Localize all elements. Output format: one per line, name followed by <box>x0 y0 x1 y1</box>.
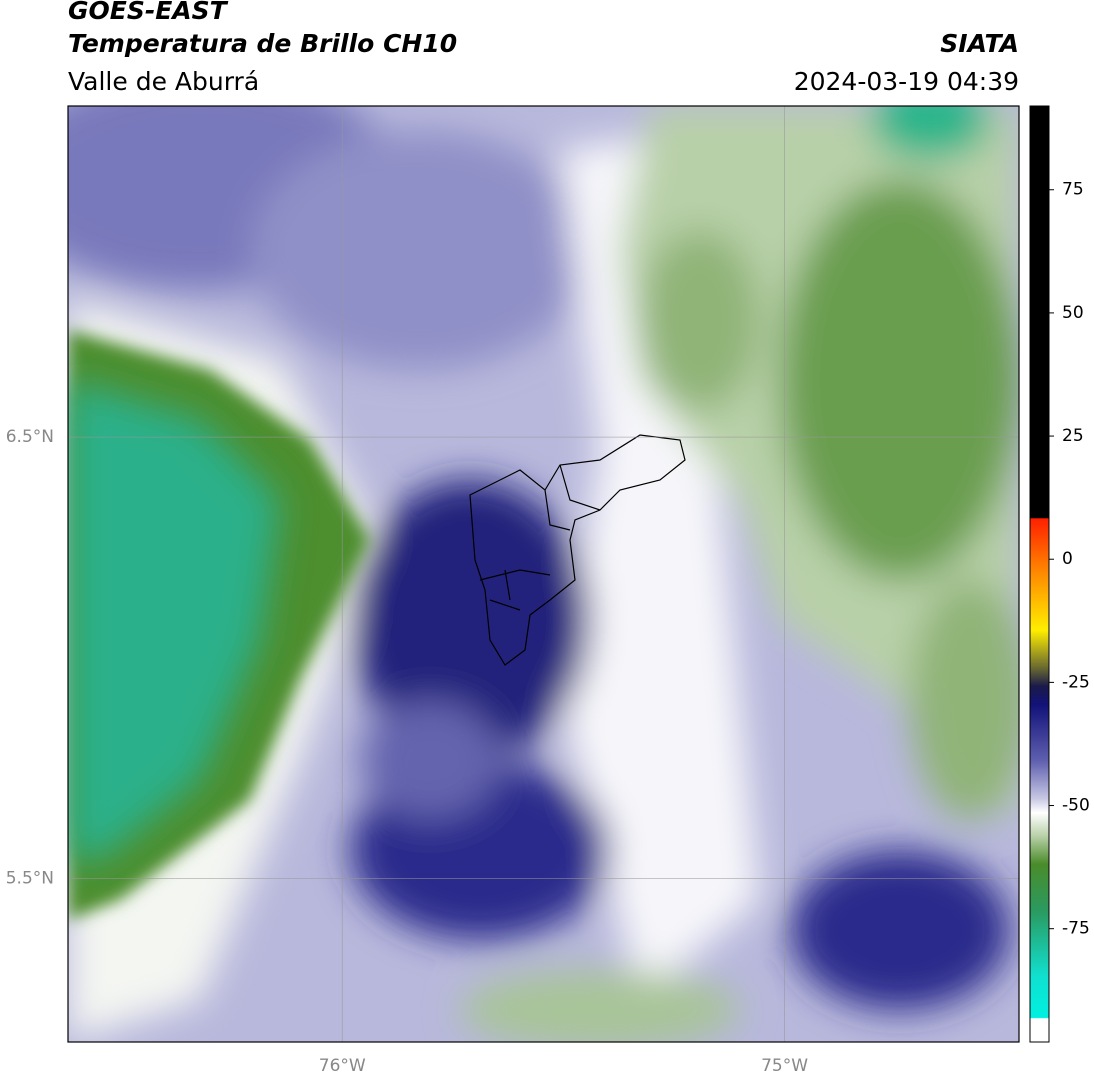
colorbar-tick-label: -75 <box>1062 919 1090 939</box>
title: GOES-EAST <box>68 0 229 25</box>
colorbar-tick-label: 25 <box>1062 426 1084 446</box>
y-tick-label: 6.5°N <box>6 427 54 447</box>
satellite-image <box>68 106 1019 1042</box>
colorbar-tick-label: 50 <box>1062 303 1084 323</box>
datetime: 2024-03-19 04:39 <box>794 67 1019 96</box>
region: Valle de Aburrá <box>68 67 259 96</box>
colorbar-tick-label: -50 <box>1062 796 1090 816</box>
x-tick-label: 75°W <box>761 1056 808 1076</box>
y-tick-label: 5.5°N <box>6 869 54 889</box>
colorbar-tick-label: 75 <box>1062 180 1084 200</box>
x-tick-label: 76°W <box>319 1056 366 1076</box>
source: SIATA <box>940 29 1019 58</box>
colorbar <box>1029 105 1050 1043</box>
colorbar-tick-label: -25 <box>1062 672 1090 692</box>
colorbar-tick-label: 0 <box>1062 549 1073 569</box>
subtitle: Temperatura de Brillo CH10 <box>68 29 457 58</box>
valle-aburra-boundary <box>469 434 686 666</box>
map-frame <box>67 105 1020 1043</box>
